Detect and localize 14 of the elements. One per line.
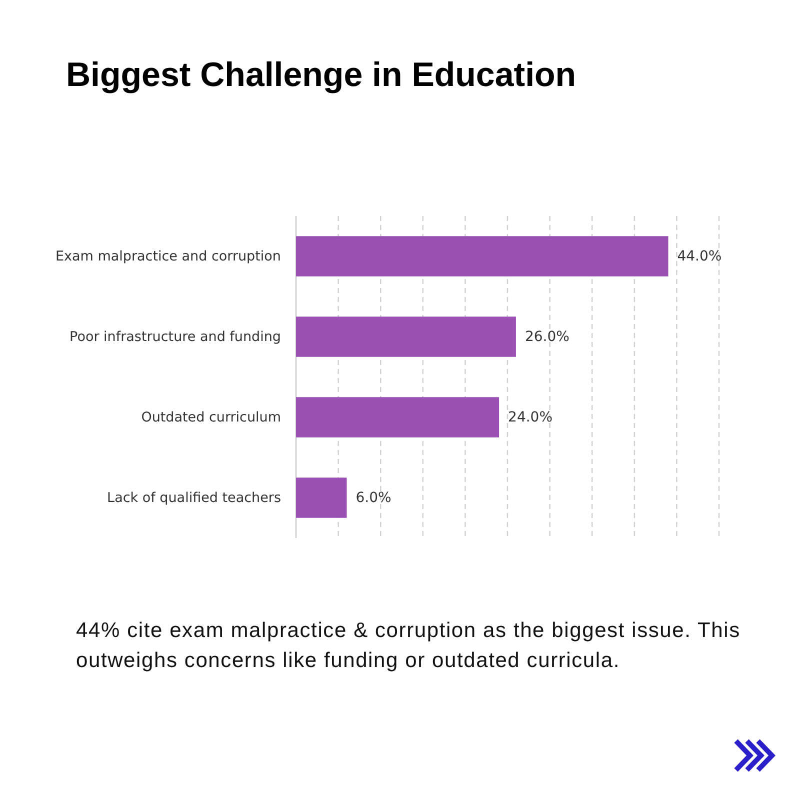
bar [296, 397, 500, 438]
data-label: 6.0% [356, 490, 392, 506]
data-label: 44.0% [677, 248, 722, 264]
bar [296, 316, 516, 357]
chart-title: Biggest Challenge in Education [66, 56, 576, 94]
bar [296, 236, 668, 276]
data-label: 24.0% [508, 409, 553, 426]
y-tick-label: Poor infrastructure and funding [70, 328, 281, 345]
data-label: 26.0% [524, 328, 570, 345]
bar [296, 478, 347, 518]
text: 44% cite exam malpractice & corruption as the biggest issue. This outweighs concerns like funding or outdated curricula. [76, 618, 742, 674]
y-tick-label: Outdated curriculum [141, 409, 281, 426]
y-tick-label: Exam malpractice and corruption [55, 248, 281, 264]
y-tick-label: Lack of qualified teachers [107, 490, 281, 506]
